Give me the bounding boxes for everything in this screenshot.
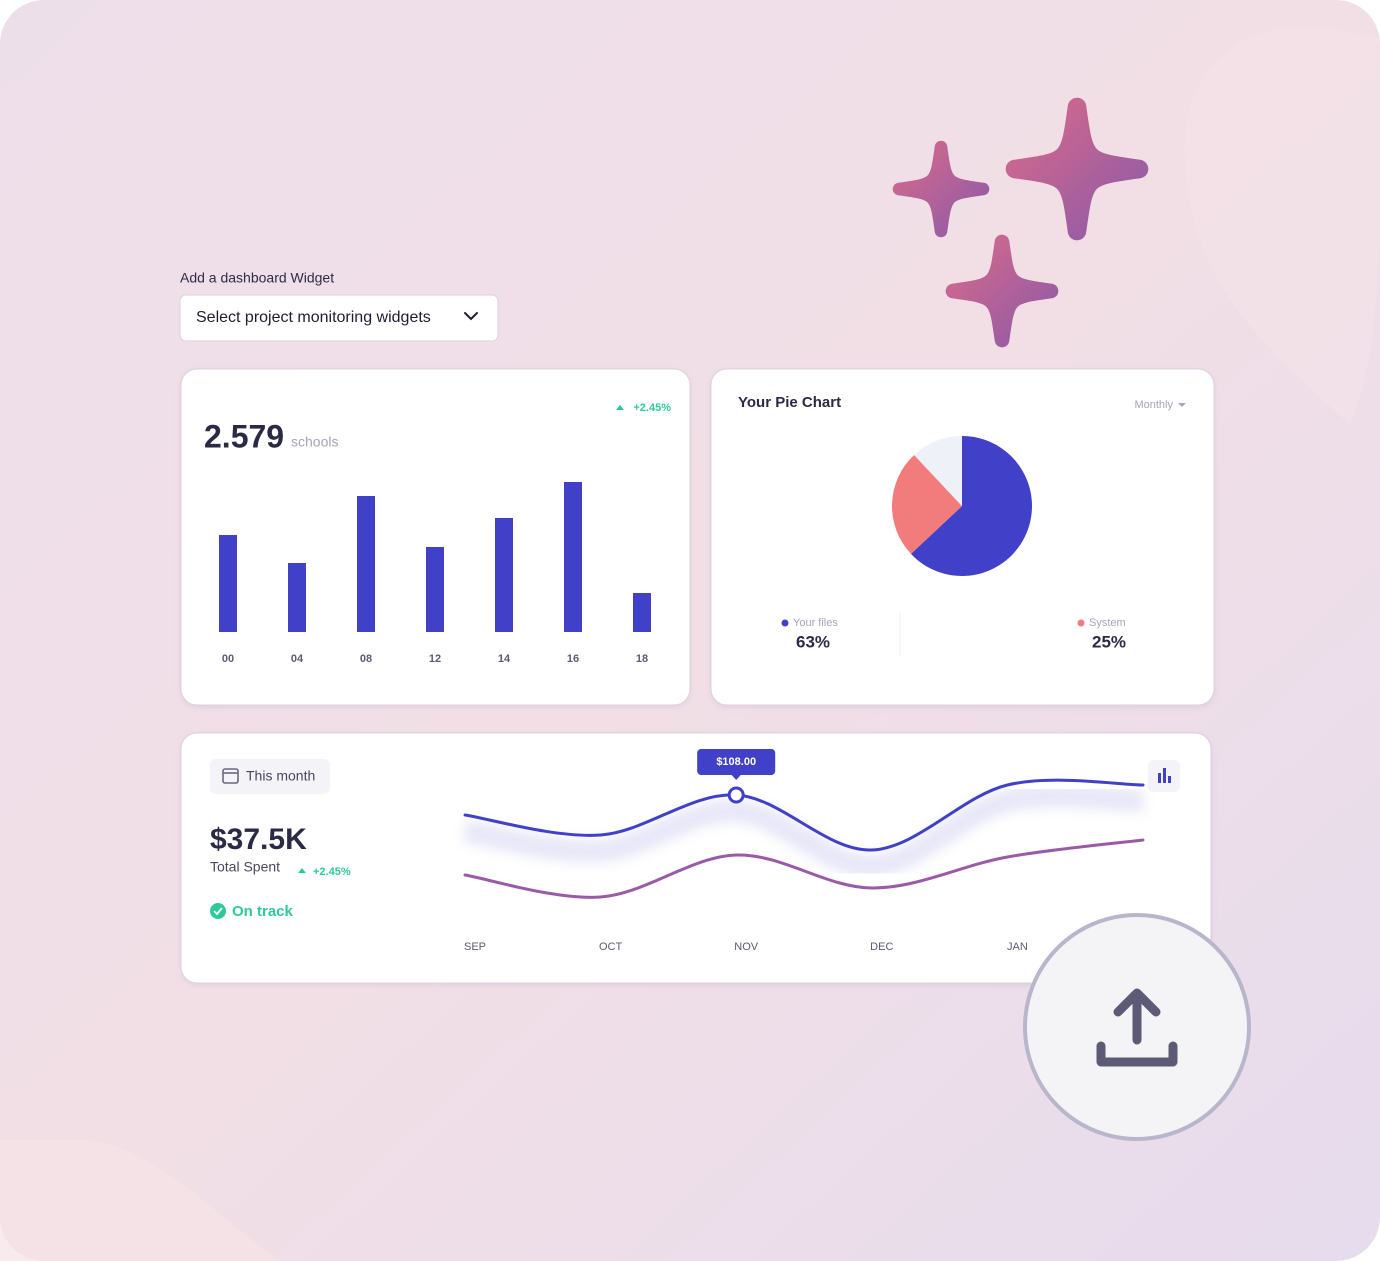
chart-toggle-icon[interactable] (1163, 768, 1166, 783)
widget-dropdown[interactable] (179, 294, 499, 342)
spend-change: +2.45% (313, 866, 351, 878)
background-blob (0, 1140, 280, 1261)
x-tick-label: 18 (636, 653, 648, 665)
bar (219, 535, 237, 632)
period-button[interactable] (210, 759, 330, 794)
line-point (727, 786, 745, 804)
bar (357, 496, 375, 632)
chart-toggle-icon[interactable] (1158, 773, 1161, 783)
legend-label: System (1089, 617, 1126, 629)
x-tick-label: 08 (360, 653, 372, 665)
bar-change: +2.45% (633, 402, 671, 414)
bar-total: 2.579 (204, 418, 284, 454)
period-label[interactable]: This month (246, 768, 315, 784)
legend-label: Your files (793, 617, 838, 629)
x-tick-label: NOV (734, 941, 759, 953)
line (463, 778, 1145, 852)
tooltip-pointer (731, 774, 742, 780)
pie-slice (910, 436, 1032, 576)
pie-slice (914, 436, 962, 506)
bar (495, 518, 513, 632)
spend-caption: Total Spent (210, 859, 280, 875)
background-blob (1184, 27, 1380, 425)
x-tick-label: 00 (222, 653, 234, 665)
change-arrow (298, 868, 306, 873)
dropdown-placeholder[interactable]: Select project monitoring widgets (196, 309, 431, 326)
pie-title: Your Pie Chart (738, 394, 841, 411)
status-icon (213, 907, 223, 916)
bar (633, 593, 651, 632)
period-select[interactable]: Monthly (1134, 399, 1173, 411)
legend-value: 63% (796, 632, 830, 651)
upload-icon[interactable] (1096, 1041, 1178, 1067)
line-glow (463, 785, 1144, 877)
bar-card (180, 368, 691, 706)
x-tick-label: 16 (567, 653, 579, 665)
x-tick-label: 14 (498, 653, 511, 665)
period-caret[interactable] (1178, 403, 1186, 407)
x-tick-label: JAN (1007, 941, 1028, 953)
chart-toggle-icon[interactable] (1168, 776, 1171, 783)
x-tick-label: SEP (464, 941, 486, 953)
line (463, 838, 1145, 899)
x-tick-label: 12 (429, 653, 441, 665)
dropdown-chevron[interactable] (464, 312, 478, 321)
legend-dot (781, 619, 789, 627)
status-icon (210, 903, 226, 919)
charts: 00 04 08 12 14 16 18 Your files 63% System 25% SEP O… (219, 436, 1145, 953)
legend-dot (1077, 619, 1085, 627)
widget-label: Add a dashboard Widget (180, 270, 334, 286)
legend-value: 25% (1092, 632, 1126, 651)
spend-card (180, 732, 1212, 984)
calendar-icon[interactable] (222, 768, 239, 784)
x-tick-label: 04 (291, 653, 304, 665)
bar (426, 547, 444, 632)
sparkle (1005, 97, 1149, 241)
status-label: On track (232, 903, 294, 920)
bar-unit: schools (291, 434, 338, 450)
tooltip-label: $108.00 (716, 756, 756, 768)
x-tick-label: DEC (870, 941, 893, 953)
x-tick-label: OCT (599, 941, 623, 953)
sparkle (892, 140, 990, 238)
pie-slice (892, 454, 962, 554)
bar (564, 482, 582, 632)
sparkle (945, 234, 1059, 348)
spend-amount: $37.5K (210, 823, 307, 856)
upload-icon[interactable] (1113, 988, 1161, 1045)
tooltip (697, 749, 776, 775)
sparkles (892, 97, 1149, 348)
bar (288, 563, 306, 632)
change-arrow (616, 405, 624, 410)
